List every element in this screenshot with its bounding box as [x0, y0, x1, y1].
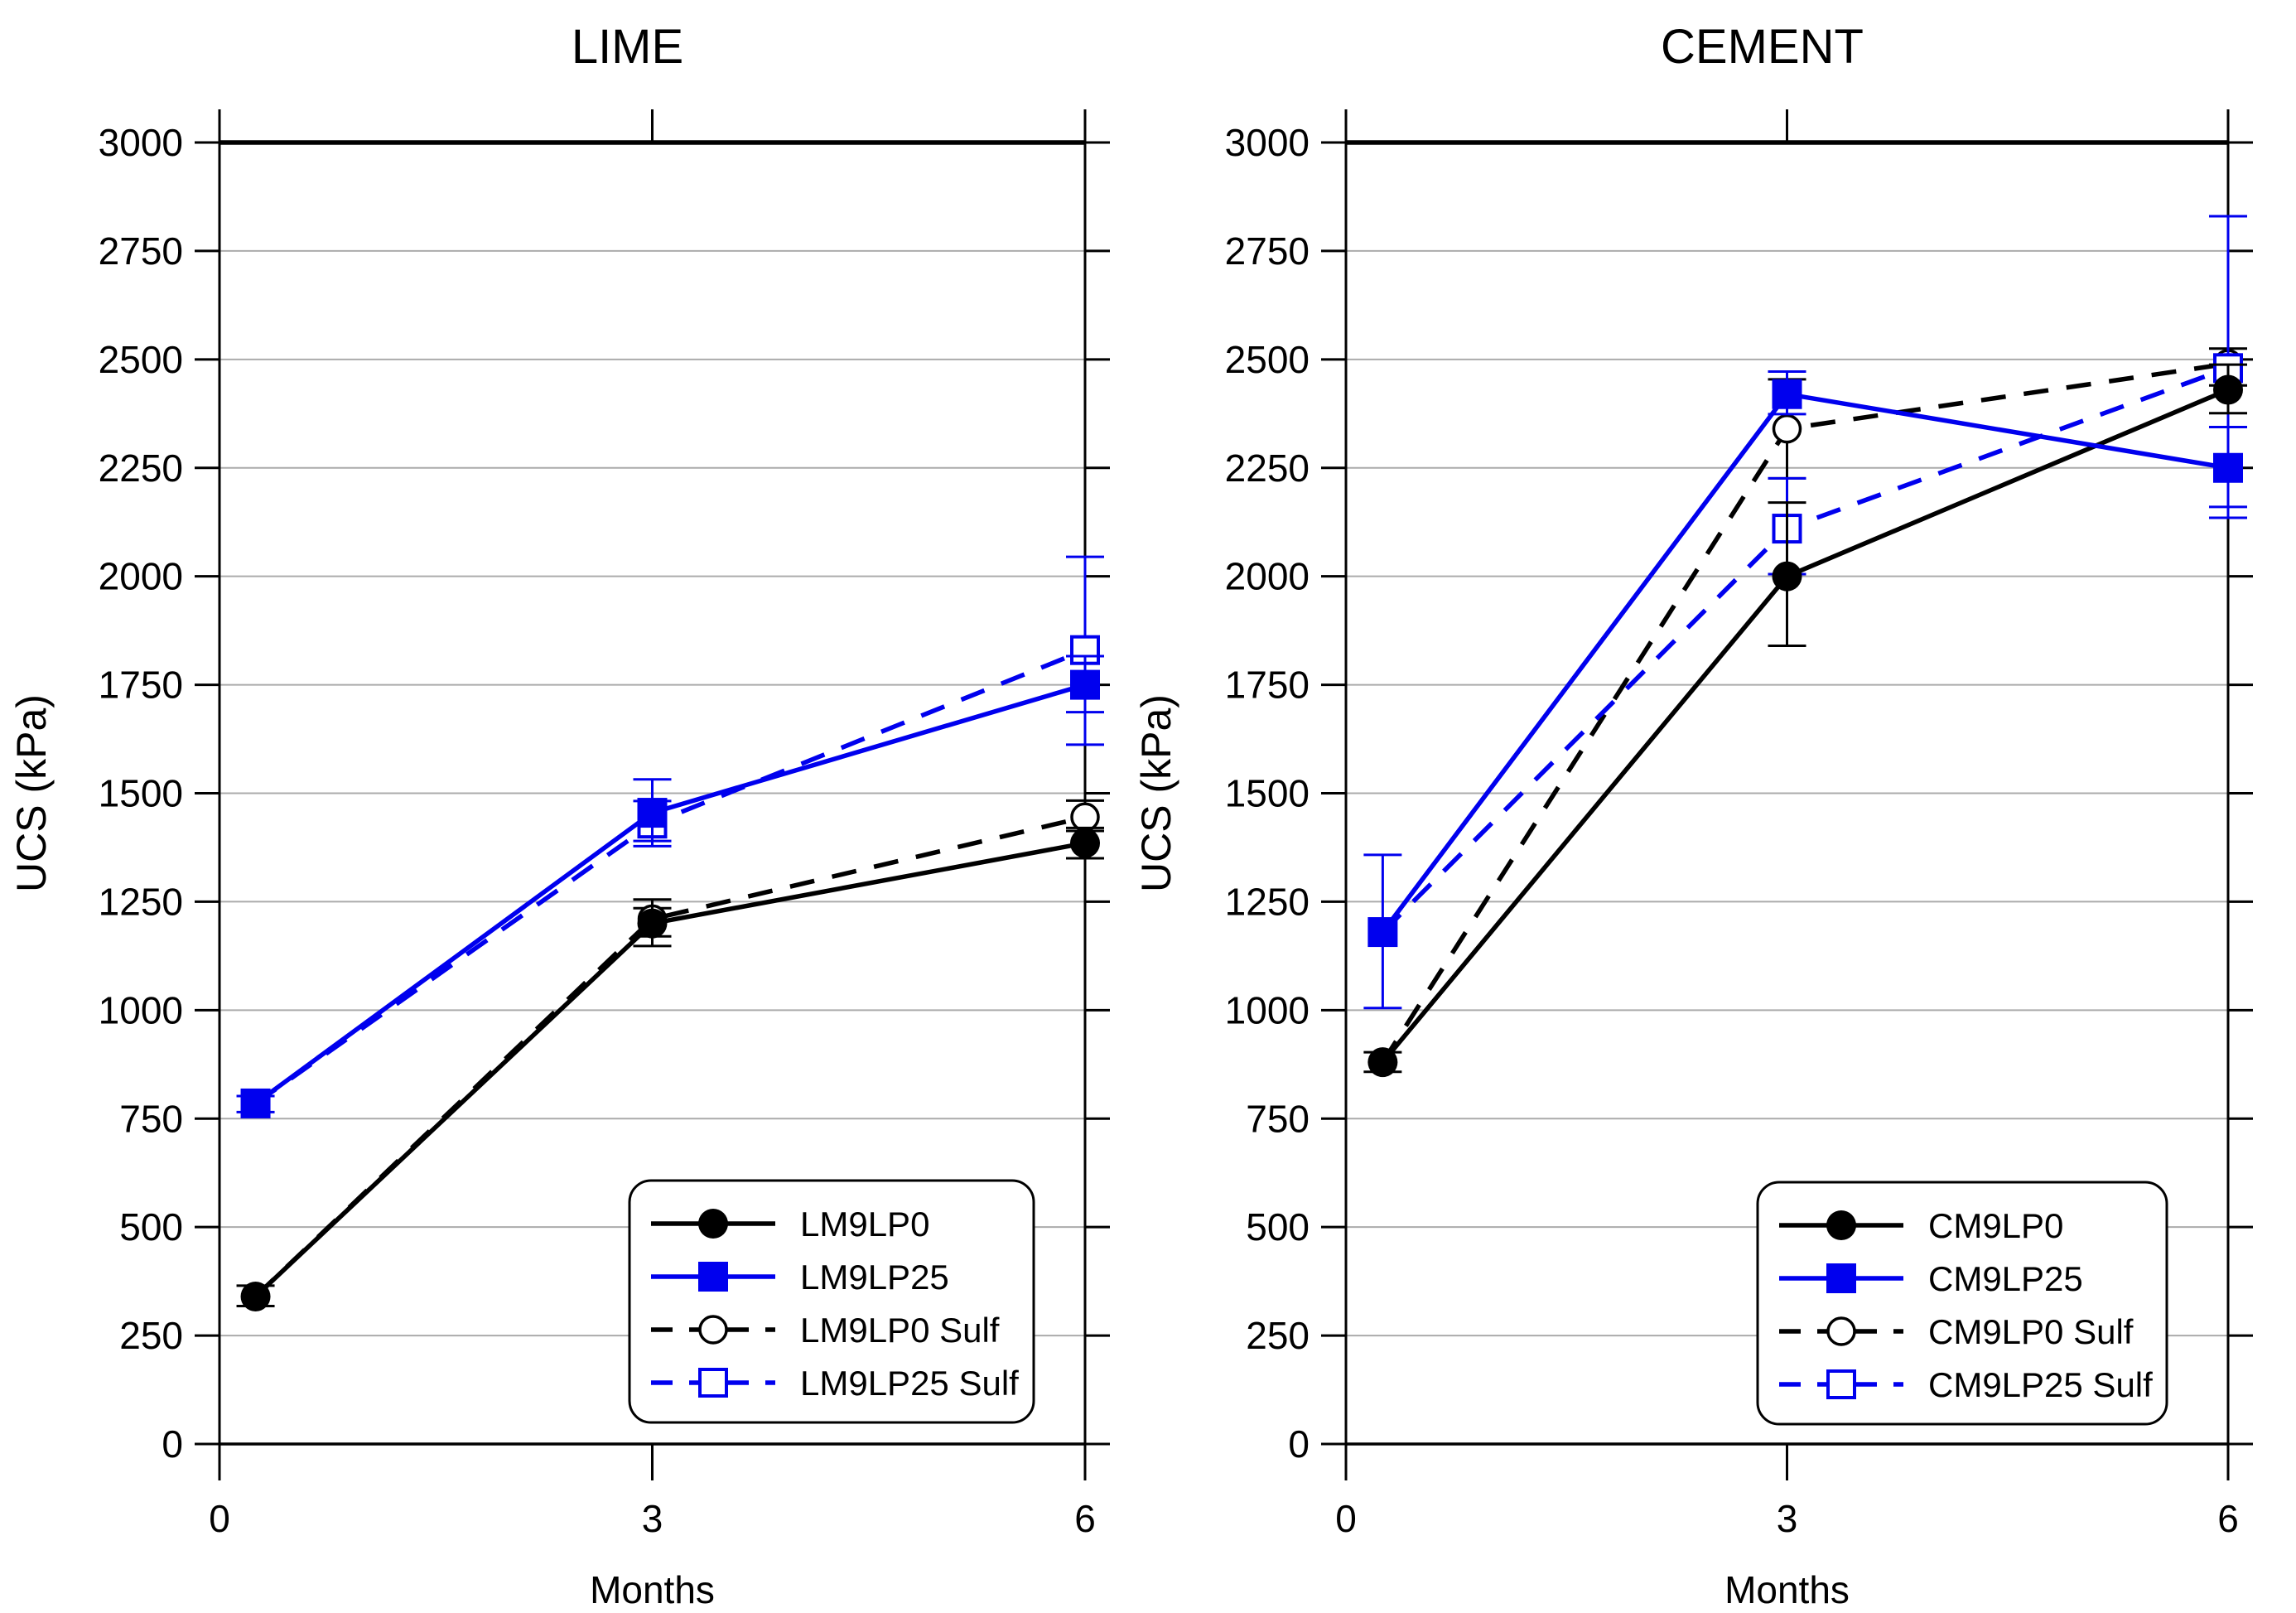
x-tick-label: 0 [1335, 1497, 1357, 1540]
data-point-marker [1367, 1047, 1398, 1078]
data-point-marker [2213, 374, 2243, 405]
data-point-marker [637, 798, 668, 828]
legend-box [628, 1179, 1035, 1424]
data-point-marker [1070, 669, 1100, 700]
legend: LM9LP0 LM9LP25 LM9LP0 Sulf LM9LP25 Sulf [628, 1179, 1035, 1424]
legend-marker [1826, 1369, 1856, 1399]
legend-box [1756, 1181, 2168, 1426]
legend-label: CM9LP0 [1928, 1206, 2063, 1245]
series-lm9lp25 [236, 654, 1104, 1118]
panel-title: CEMENT [1661, 20, 1864, 74]
y-tick-label: 750 [119, 1097, 183, 1140]
data-point-marker [1367, 917, 1398, 948]
y-tick-label: 2250 [99, 447, 183, 490]
series-line [253, 648, 1087, 1106]
legend-label: LM9LP25 [800, 1258, 949, 1297]
legend-marker [1826, 1316, 1856, 1346]
lime-chart-panel: 0 250 500 750 1000 1250 1500 1750 2000 2250 2500 27… [8, 20, 1110, 1611]
series-line [253, 682, 1086, 1106]
x-axis-label: Months [1724, 1568, 1850, 1611]
y-tick-label: 500 [1246, 1205, 1310, 1248]
legend-label: CM9LP25 Sulf [1928, 1365, 2153, 1404]
y-axis-label: UCS (kPa) [1133, 694, 1179, 892]
y-tick-label: 2750 [99, 229, 183, 273]
y-tick-label: 2500 [99, 338, 183, 381]
series-cm9lp0-sulf [1381, 347, 2247, 1064]
data-point-marker [1070, 802, 1100, 833]
series-cm9lp0 [1363, 363, 2247, 1078]
data-point-marker [637, 908, 668, 939]
y-tick-label: 1000 [1225, 988, 1310, 1031]
y-axis-label: UCS (kPa) [8, 694, 55, 892]
legend-label: CM9LP25 [1928, 1259, 2083, 1298]
x-tick-label: 6 [1074, 1497, 1096, 1540]
data-point-marker [2213, 452, 2243, 483]
data-point-marker [1070, 828, 1100, 858]
data-point-marker [1772, 379, 1802, 409]
data-point-marker [1772, 413, 1802, 444]
series-cm9lp25-sulf [1381, 215, 2247, 934]
x-tick-label: 3 [642, 1497, 663, 1540]
y-tick-label: 2250 [1225, 447, 1310, 490]
legend: CM9LP0 CM9LP25 CM9LP0 Sulf CM9LP25 Sulf [1756, 1181, 2168, 1426]
legend-marker [698, 1368, 728, 1398]
y-tick-label: 1750 [1225, 664, 1310, 707]
series-line [1381, 365, 2229, 934]
series-line [1381, 387, 2230, 1064]
y-tick-label: 2500 [1225, 338, 1310, 381]
y-tick-label: 250 [119, 1314, 183, 1357]
y-tick-label: 1250 [99, 880, 183, 923]
y-tick-label: 750 [1246, 1097, 1310, 1140]
y-tick-label: 0 [1288, 1422, 1310, 1466]
y-tick-label: 2000 [99, 555, 183, 598]
legend-label: LM9LP25 Sulf [800, 1364, 1019, 1403]
y-tick-label: 3000 [99, 121, 183, 164]
series-line [1381, 391, 2229, 934]
x-tick-label: 3 [1777, 1497, 1798, 1540]
y-tick-label: 500 [119, 1205, 183, 1248]
series-cm9lp25 [1363, 369, 2247, 1010]
y-tick-label: 1500 [1225, 772, 1310, 815]
y-tick-label: 2750 [1225, 229, 1310, 273]
y-tick-label: 1250 [1225, 880, 1310, 923]
y-tick-label: 2000 [1225, 555, 1310, 598]
cement-chart-panel: 0 250 500 750 1000 1250 1500 1750 2000 2250 2500 27… [1133, 20, 2253, 1611]
data-point-marker [1772, 561, 1802, 592]
legend-marker [1826, 1210, 1856, 1240]
legend-marker [698, 1262, 728, 1292]
legend-marker [698, 1315, 728, 1345]
y-tick-label: 0 [162, 1422, 183, 1466]
y-tick-label: 1750 [99, 664, 183, 707]
series-lm9lp0 [236, 826, 1104, 1311]
y-tick-label: 1000 [99, 988, 183, 1031]
panel-title: LIME [572, 20, 683, 74]
x-tick-label: 0 [209, 1497, 230, 1540]
x-tick-label: 6 [2217, 1497, 2239, 1540]
legend-label: CM9LP0 Sulf [1928, 1312, 2134, 1351]
data-point-marker [240, 1088, 271, 1118]
legend-label: LM9LP0 [800, 1205, 929, 1244]
x-axis-label: Months [590, 1568, 715, 1611]
y-tick-label: 1500 [99, 772, 183, 815]
y-tick-label: 3000 [1225, 121, 1310, 164]
legend-marker [698, 1209, 728, 1239]
y-tick-label: 250 [1246, 1314, 1310, 1357]
series-lm9lp25-sulf [253, 555, 1104, 1106]
data-point-marker [240, 1281, 271, 1311]
legend-marker [1826, 1263, 1856, 1293]
legend-label: LM9LP0 Sulf [800, 1311, 1000, 1350]
